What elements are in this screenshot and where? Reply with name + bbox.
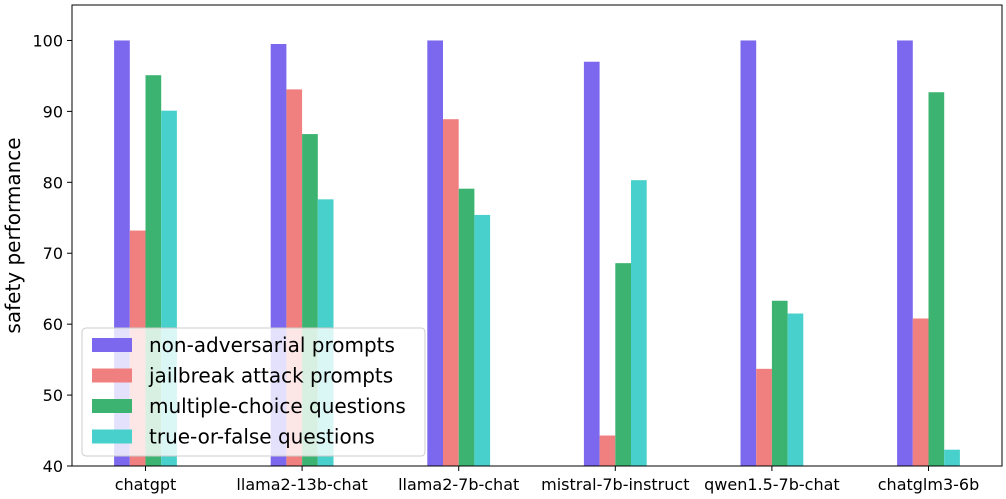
bar-mistral-7b-instruct-series-1 (583, 61, 600, 466)
bar-llama2-7b-chat-series-3 (458, 188, 475, 466)
bar-llama2-7b-chat-series-2 (443, 119, 459, 466)
plot-frame (71, 4, 1003, 467)
x-tick-label: llama2-7b-chat (398, 475, 519, 494)
x-axis: chatgpt llama2-13b-chat llama2-7b-chat mist… (115, 466, 980, 494)
y-tick-label: 70 (43, 244, 63, 263)
bar-qwen1.5-7b-chat-series-4 (787, 313, 804, 466)
y-tick-label: 60 (43, 315, 63, 334)
y-axis: 40 50 60 70 80 90 100 (32, 31, 72, 476)
bar-chatglm3-6b-series-2 (912, 318, 929, 466)
bar-chatglm3-6b-series-1 (897, 40, 913, 466)
legend-swatch (92, 429, 132, 444)
legend: non-adversarial prompts jailbreak attack … (81, 327, 426, 457)
bar-chatglm3-6b-series-4 (944, 449, 960, 466)
bar-qwen1.5-7b-chat-series-2 (756, 368, 772, 466)
legend-label: multiple-choice questions (149, 394, 406, 418)
x-tick-label: qwen1.5-7b-chat (704, 475, 840, 494)
y-tick-label: 50 (43, 386, 63, 405)
y-axis-title: safety performance (1, 137, 25, 333)
legend-swatch (92, 399, 132, 413)
bar-qwen1.5-7b-chat-series-3 (771, 300, 788, 466)
x-tick-label: mistral-7b-instruct (541, 475, 689, 494)
bar-llama2-7b-chat-series-1 (427, 40, 443, 466)
legend-swatch (92, 368, 132, 383)
y-tick-label: 90 (43, 102, 63, 121)
y-tick-label: 100 (32, 31, 63, 50)
bar-mistral-7b-instruct-series-4 (631, 180, 647, 466)
bar-mistral-7b-instruct-series-3 (615, 263, 631, 466)
bar-mistral-7b-instruct-series-2 (599, 435, 616, 466)
y-tick-label: 40 (43, 457, 63, 476)
legend-label: jailbreak attack prompts (148, 364, 393, 388)
x-tick-label: chatglm3-6b (878, 475, 980, 494)
legend-label: true-or-false questions (149, 425, 375, 449)
y-tick-label: 80 (43, 173, 63, 192)
x-tick-label: chatgpt (115, 475, 177, 494)
bar-llama2-7b-chat-series-4 (474, 214, 491, 466)
bar-qwen1.5-7b-chat-series-1 (740, 40, 757, 466)
legend-box (81, 327, 426, 457)
x-tick-label: llama2-13b-chat (236, 475, 367, 494)
legend-label: non-adversarial prompts (149, 333, 395, 357)
legend-swatch (92, 338, 132, 352)
bar-chatglm3-6b-series-3 (928, 92, 945, 466)
